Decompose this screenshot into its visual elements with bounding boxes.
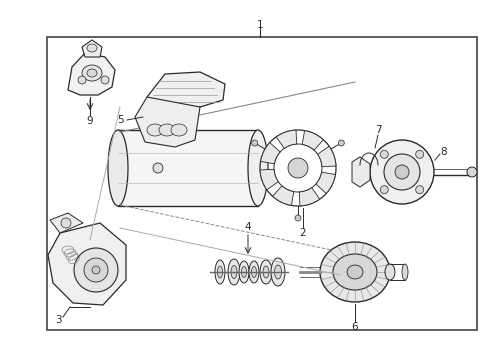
Circle shape	[467, 167, 477, 177]
Circle shape	[288, 158, 308, 178]
Ellipse shape	[242, 266, 246, 278]
Wedge shape	[299, 188, 320, 206]
Circle shape	[380, 150, 388, 158]
Polygon shape	[82, 40, 102, 57]
Ellipse shape	[320, 242, 390, 302]
Wedge shape	[318, 146, 336, 167]
Ellipse shape	[87, 44, 97, 52]
Ellipse shape	[249, 261, 259, 283]
Wedge shape	[261, 143, 280, 164]
Circle shape	[384, 154, 420, 190]
Ellipse shape	[271, 258, 285, 286]
Wedge shape	[260, 169, 278, 190]
Ellipse shape	[101, 76, 109, 84]
Wedge shape	[316, 172, 336, 193]
Circle shape	[92, 266, 100, 274]
Text: 3: 3	[55, 315, 61, 325]
Polygon shape	[50, 213, 83, 233]
Circle shape	[61, 218, 71, 228]
Ellipse shape	[333, 254, 377, 290]
Ellipse shape	[78, 76, 86, 84]
Text: 1: 1	[257, 20, 263, 30]
Ellipse shape	[274, 265, 281, 279]
Circle shape	[84, 258, 108, 282]
Ellipse shape	[385, 264, 395, 280]
Ellipse shape	[347, 265, 363, 279]
Text: 9: 9	[87, 116, 93, 126]
Polygon shape	[352, 157, 370, 187]
Ellipse shape	[218, 266, 222, 278]
Text: 6: 6	[352, 322, 358, 332]
Ellipse shape	[87, 69, 97, 77]
Bar	[47, 37, 477, 330]
Circle shape	[370, 140, 434, 204]
Ellipse shape	[108, 130, 128, 206]
Circle shape	[416, 186, 424, 194]
Text: 5: 5	[117, 115, 123, 125]
Polygon shape	[68, 53, 115, 95]
Ellipse shape	[215, 260, 225, 284]
Circle shape	[338, 140, 344, 146]
Wedge shape	[272, 186, 294, 206]
Ellipse shape	[159, 124, 175, 136]
Circle shape	[380, 186, 388, 194]
Text: 8: 8	[441, 147, 447, 157]
Bar	[118, 130, 258, 206]
Ellipse shape	[171, 124, 187, 136]
Circle shape	[153, 163, 163, 173]
Polygon shape	[135, 97, 200, 147]
Circle shape	[373, 160, 383, 170]
Wedge shape	[302, 131, 323, 150]
Ellipse shape	[239, 261, 249, 283]
Polygon shape	[147, 72, 225, 107]
Circle shape	[252, 140, 258, 146]
Circle shape	[395, 165, 409, 179]
Ellipse shape	[402, 264, 408, 280]
Ellipse shape	[260, 260, 272, 284]
Text: 2: 2	[300, 228, 306, 238]
Polygon shape	[48, 223, 126, 305]
Ellipse shape	[147, 124, 163, 136]
Circle shape	[416, 150, 424, 158]
Wedge shape	[276, 130, 297, 148]
Text: 7: 7	[375, 125, 381, 135]
Ellipse shape	[248, 130, 268, 206]
Text: 4: 4	[245, 222, 251, 232]
Ellipse shape	[251, 266, 256, 278]
Ellipse shape	[231, 266, 237, 279]
Ellipse shape	[228, 259, 240, 285]
Circle shape	[295, 215, 301, 221]
Ellipse shape	[263, 266, 269, 278]
Circle shape	[74, 248, 118, 292]
Circle shape	[355, 160, 365, 170]
Ellipse shape	[82, 65, 102, 81]
